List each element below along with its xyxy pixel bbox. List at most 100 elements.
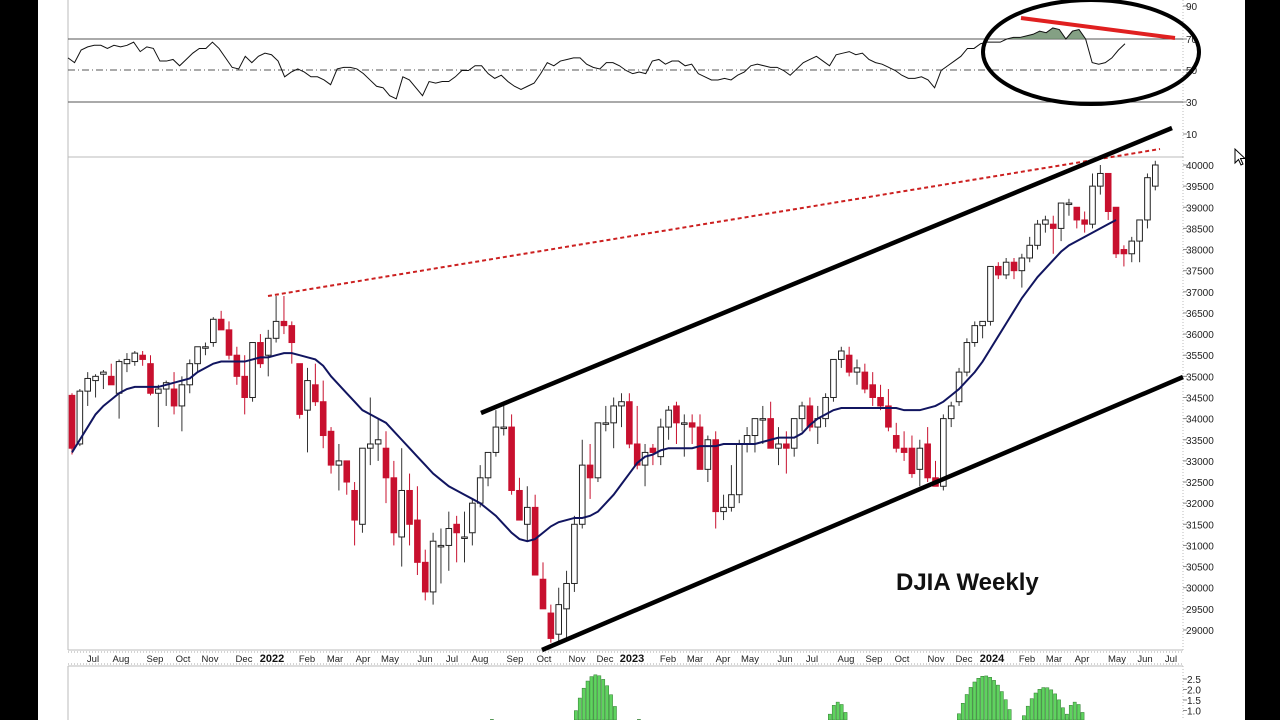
price-tick-label: 40000 (1186, 161, 1214, 172)
candle (68, 393, 76, 455)
month-label: Oct (895, 654, 910, 665)
candle (539, 562, 547, 610)
chart-background (38, 0, 1245, 720)
candle (123, 353, 131, 373)
candle (429, 532, 437, 605)
candle (516, 477, 523, 521)
rsi-line (67, 27, 1126, 100)
candle (555, 587, 563, 643)
hist-tick-label: 1.0 (1187, 707, 1201, 718)
candle (633, 405, 641, 470)
candle (194, 346, 201, 373)
candle (186, 359, 194, 394)
candle (1010, 257, 1018, 280)
candle (712, 431, 720, 529)
month-label: Apr (356, 654, 371, 665)
hist-tick-label: 2.0 (1187, 686, 1201, 697)
moving-average-line (71, 219, 1117, 543)
price-tick-label: 33500 (1186, 436, 1214, 447)
month-label: Jun (1137, 654, 1152, 665)
resistance-dotted-trendline (267, 148, 1161, 297)
left-letterbox (0, 0, 38, 720)
month-label: Dec (236, 654, 253, 665)
hist-tick-label: 2.5 (1187, 675, 1201, 686)
price-tick-label: 38000 (1186, 246, 1214, 257)
month-label: Nov (928, 654, 945, 665)
month-label: Dec (956, 654, 973, 665)
candlesticks (68, 160, 1159, 643)
candle (374, 418, 382, 461)
month-label: Feb (299, 654, 315, 665)
candle (1104, 172, 1112, 220)
candle (563, 570, 570, 639)
month-label: Oct (537, 654, 552, 665)
candle (233, 346, 241, 385)
candle (531, 494, 539, 576)
candle (92, 374, 99, 398)
rsi-tick-label: 30 (1186, 98, 1198, 109)
price-tick-label: 37000 (1186, 288, 1214, 299)
month-label: Jun (417, 654, 432, 665)
candle (728, 465, 735, 512)
candle (421, 549, 429, 601)
candle (1002, 257, 1010, 280)
candle (892, 422, 900, 453)
month-label: Jul (1165, 654, 1177, 665)
candle (170, 372, 178, 415)
candle (838, 346, 845, 368)
month-label: Apr (1075, 654, 1090, 665)
candle (319, 380, 327, 449)
price-tick-label: 37500 (1186, 267, 1214, 278)
candle (618, 393, 625, 428)
month-label: Apr (716, 654, 731, 665)
candle (272, 296, 280, 343)
rsi-divergence-line (1020, 16, 1176, 40)
candle (696, 414, 704, 470)
price-tick-label: 29500 (1186, 605, 1214, 616)
candle (547, 604, 555, 643)
price-tick-label: 38500 (1186, 224, 1214, 235)
month-label: Mar (1046, 654, 1062, 665)
candle (500, 405, 508, 436)
candle (312, 363, 319, 406)
candle (853, 359, 861, 385)
candle (508, 414, 515, 495)
candle (908, 435, 916, 478)
candle (406, 473, 413, 546)
candle (1049, 215, 1057, 254)
candle (861, 363, 869, 394)
candle (351, 482, 358, 546)
right-letterbox (1245, 0, 1280, 720)
rsi-tick-label: 90 (1186, 2, 1198, 13)
month-label: 2022 (260, 653, 284, 665)
month-label: Jul (446, 654, 458, 665)
candle (688, 414, 696, 444)
price-tick-label: 31000 (1186, 541, 1214, 552)
price-tick-label: 39500 (1186, 182, 1214, 193)
candle (445, 511, 453, 571)
candle (131, 350, 139, 366)
candle (720, 494, 727, 521)
month-label: Sep (866, 654, 883, 665)
candle (916, 439, 924, 487)
candle (76, 389, 84, 447)
candle (971, 321, 979, 347)
histogram-bars (490, 674, 1085, 720)
candle (367, 397, 374, 466)
price-tick-label: 30500 (1186, 563, 1214, 574)
candle (84, 372, 92, 406)
candle (484, 451, 492, 487)
month-label: Oct (176, 654, 191, 665)
channel-upper-line (480, 125, 1173, 416)
month-label: Mar (687, 654, 703, 665)
candle (1112, 206, 1120, 258)
month-label: May (381, 654, 399, 665)
candle (1128, 236, 1136, 263)
price-panel: 40000 39500 39000 38500 38000 37500 37000 36500… (67, 157, 1214, 651)
candle (1073, 206, 1081, 229)
candle (987, 265, 994, 326)
candle (280, 296, 288, 335)
candle (1152, 160, 1159, 191)
candle (296, 363, 303, 419)
